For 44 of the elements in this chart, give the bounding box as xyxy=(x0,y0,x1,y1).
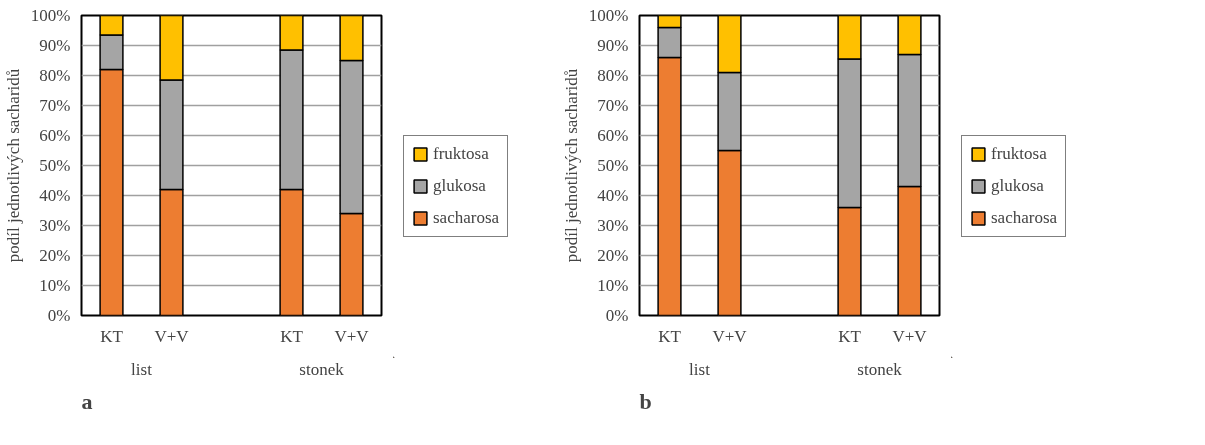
x-tick-label: V+V xyxy=(154,326,190,346)
x-tick-label: KT xyxy=(100,326,124,346)
y-tick-label: 10% xyxy=(39,276,71,295)
x-tick-label: KT xyxy=(658,326,682,346)
y-tick-label: 30% xyxy=(597,216,629,235)
y-tick-label: 10% xyxy=(597,276,629,295)
y-tick-label: 0% xyxy=(605,306,629,325)
y-tick-label: 80% xyxy=(597,66,629,85)
x-tick-label: KT xyxy=(280,326,304,346)
text: list xyxy=(689,359,711,379)
text: b xyxy=(639,388,652,414)
y-tick-label: 60% xyxy=(39,126,71,145)
y-tick-label: 20% xyxy=(597,246,629,265)
legend-label: fruktosa xyxy=(433,144,489,164)
legend-label: glukosa xyxy=(991,176,1044,196)
y-tick-label: 40% xyxy=(39,186,71,205)
y-tick-label: 60% xyxy=(597,126,629,145)
legend-label: glukosa xyxy=(433,176,486,196)
text: a xyxy=(81,388,93,414)
x-tick-label: V+V xyxy=(334,326,370,346)
y-tick-label: 100% xyxy=(30,6,71,25)
y-tick-label: 40% xyxy=(597,186,629,205)
y-tick-label: 20% xyxy=(39,246,71,265)
text: list xyxy=(131,359,153,379)
y-tick-label: 100% xyxy=(588,6,629,25)
text: stonek xyxy=(299,359,345,379)
y-tick-label: 90% xyxy=(597,36,629,55)
y-tick-label: 70% xyxy=(39,96,71,115)
legend-label: fruktosa xyxy=(991,144,1047,164)
text: stonek xyxy=(857,359,903,379)
x-tick-label: V+V xyxy=(892,326,928,346)
y-tick-label: 90% xyxy=(39,36,71,55)
y-tick-label: 80% xyxy=(39,66,71,85)
y-tick-label: 70% xyxy=(597,96,629,115)
y-tick-label: 50% xyxy=(39,156,71,175)
x-tick-label: V+V xyxy=(712,326,748,346)
legend-label: sacharosa xyxy=(991,208,1058,228)
x-tick-label: KT xyxy=(838,326,862,346)
y-axis-title: podíl jednotlivých sacharidů xyxy=(561,68,581,263)
y-axis-title: podíl jednotlivých sacharidů xyxy=(3,68,23,263)
y-tick-label: 50% xyxy=(597,156,629,175)
y-tick-label: 0% xyxy=(47,306,71,325)
y-tick-label: 30% xyxy=(39,216,71,235)
legend-label: sacharosa xyxy=(433,208,500,228)
